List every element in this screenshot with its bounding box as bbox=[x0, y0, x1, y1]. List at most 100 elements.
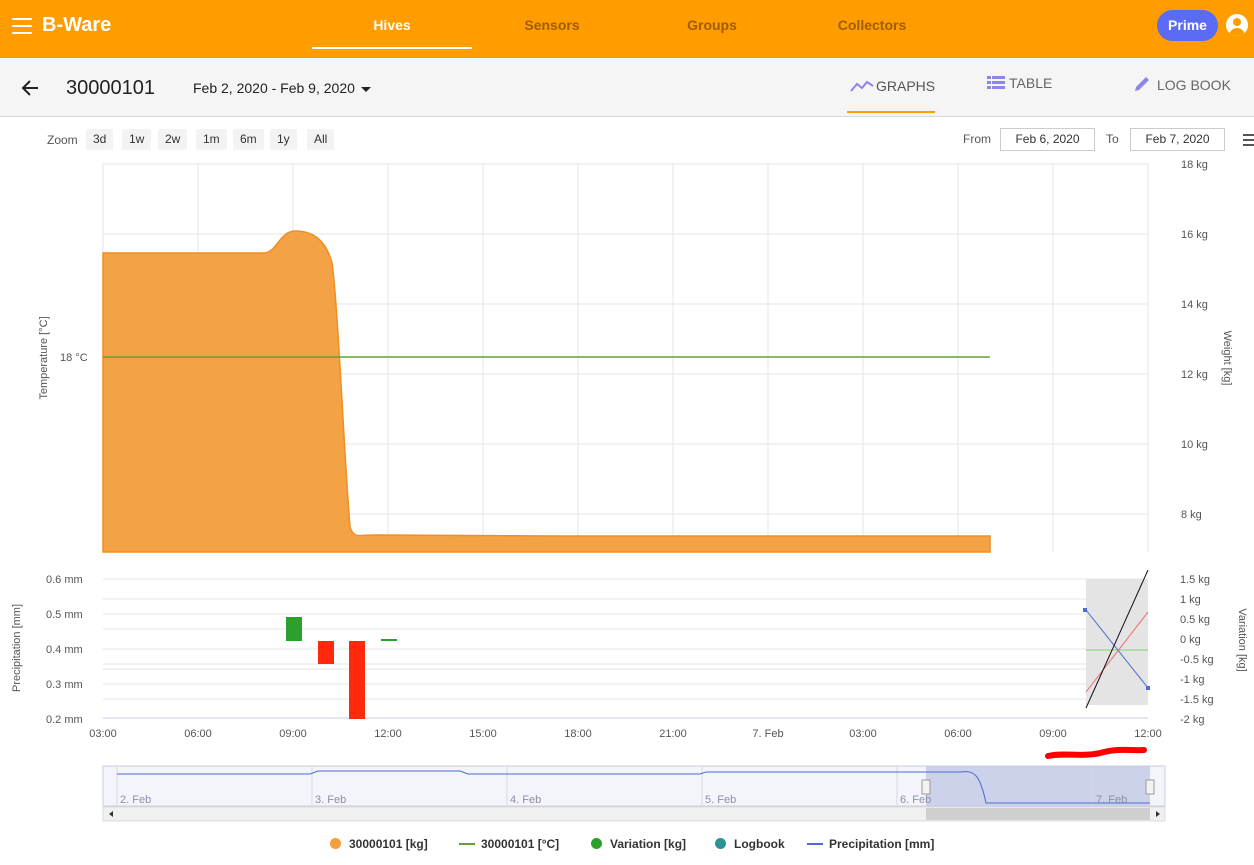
zoom-1w-button[interactable]: 1w bbox=[122, 129, 152, 150]
pencil-icon bbox=[1135, 77, 1149, 91]
legend-item-temperature[interactable]: 30000101 [°C] bbox=[459, 837, 559, 851]
weight-tick-label: 12 kg bbox=[1181, 369, 1208, 381]
menu-icon[interactable] bbox=[12, 18, 32, 34]
zoom-1m-button[interactable]: 1m bbox=[196, 129, 227, 150]
scroll-left-arrow-icon[interactable] bbox=[109, 811, 113, 817]
hive-toolbar: 30000101 Feb 2, 2020 - Feb 9, 2020 GRAPH… bbox=[0, 58, 1254, 117]
nav-tab-collectors[interactable]: Collectors bbox=[837, 17, 907, 33]
x-tick-label: 09:00 bbox=[279, 728, 307, 740]
legend-item-variation[interactable]: Variation [kg] bbox=[591, 837, 686, 851]
variation-tick-label: 1.5 kg bbox=[1180, 574, 1210, 586]
red-annotation-mark bbox=[1045, 746, 1147, 759]
lower-grid bbox=[103, 578, 1148, 700]
tab-graphs[interactable]: GRAPHS bbox=[850, 78, 935, 94]
nav-active-indicator bbox=[312, 47, 472, 49]
weight-tick-label: 8 kg bbox=[1181, 509, 1202, 521]
weight-series-area bbox=[102, 230, 991, 553]
navigator-date-label: 4. Feb bbox=[510, 794, 541, 806]
weight-temperature-chart: 18 °C Temperature [°C] 18 kg 16 kg 14 kg… bbox=[38, 159, 1233, 553]
navigator[interactable]: 2. Feb 3. Feb 4. Feb 5. Feb 6. Feb 7. Fe… bbox=[0, 765, 1254, 825]
zoom-all-button[interactable]: All bbox=[307, 129, 335, 150]
back-arrow-icon[interactable] bbox=[20, 78, 40, 98]
variation-bar bbox=[318, 641, 334, 664]
tab-log-book-label: LOG BOOK bbox=[1157, 77, 1231, 93]
temperature-tick-label: 18 °C bbox=[60, 352, 88, 364]
tab-table-label: TABLE bbox=[1009, 75, 1053, 91]
zoom-1y-button[interactable]: 1y bbox=[270, 129, 297, 150]
legend-dot-icon bbox=[591, 838, 602, 849]
tab-graphs-indicator bbox=[847, 111, 935, 113]
precip-axis-label: Precipitation [mm] bbox=[11, 604, 23, 692]
variation-bar bbox=[286, 617, 302, 641]
nav-tab-sensors[interactable]: Sensors bbox=[524, 17, 580, 33]
zoom-2w-button[interactable]: 2w bbox=[158, 129, 188, 150]
tab-table[interactable]: TABLE bbox=[987, 75, 1052, 91]
precipitation-variation-chart: 0.6 mm 0.5 mm 0.4 mm 0.3 mm 0.2 mm Preci… bbox=[11, 570, 1248, 740]
x-tick-label: 7. Feb bbox=[752, 728, 783, 740]
temperature-axis-label: Temperature [°C] bbox=[38, 316, 50, 399]
prime-button[interactable]: Prime bbox=[1157, 10, 1218, 41]
legend-line-icon bbox=[459, 843, 475, 845]
table-icon bbox=[987, 76, 1005, 89]
x-tick-label: 21:00 bbox=[659, 728, 687, 740]
navigator-selected-range[interactable] bbox=[926, 766, 1150, 806]
zoom-3d-button[interactable]: 3d bbox=[86, 129, 114, 150]
variation-tick-label: 1 kg bbox=[1180, 594, 1201, 606]
x-tick-label: 03:00 bbox=[849, 728, 877, 740]
chart-line-icon bbox=[850, 80, 874, 92]
navigator-date-label: 5. Feb bbox=[705, 794, 736, 806]
precip-tick-label: 0.4 mm bbox=[46, 644, 83, 656]
navigator-scrollbar-thumb[interactable] bbox=[926, 808, 1150, 820]
precip-tick-label: 0.2 mm bbox=[46, 714, 83, 726]
from-label: From bbox=[963, 132, 991, 146]
nav-tab-groups[interactable]: Groups bbox=[687, 17, 737, 33]
x-tick-label: 03:00 bbox=[89, 728, 117, 740]
to-date-input[interactable]: Feb 7, 2020 bbox=[1130, 128, 1225, 151]
legend-item-logbook[interactable]: Logbook bbox=[715, 837, 785, 851]
to-label: To bbox=[1106, 132, 1119, 146]
x-tick-label: 18:00 bbox=[564, 728, 592, 740]
x-tick-label: 12:00 bbox=[374, 728, 402, 740]
variation-tick-label: -2 kg bbox=[1180, 714, 1204, 726]
tab-log-book[interactable]: LOG BOOK bbox=[1133, 75, 1231, 93]
navigator-scrollbar[interactable] bbox=[102, 806, 1166, 822]
precip-tick-label: 0.6 mm bbox=[46, 574, 83, 586]
variation-tick-label: 0.5 kg bbox=[1180, 614, 1210, 626]
navigator-date-label: 7. Feb bbox=[1096, 794, 1127, 806]
export-menu-icon[interactable] bbox=[1243, 134, 1254, 146]
variation-axis-label: Variation [kg] bbox=[1236, 608, 1248, 671]
variation-tick-label: -1 kg bbox=[1180, 674, 1204, 686]
navigator-right-handle[interactable] bbox=[1145, 779, 1155, 795]
account-icon[interactable] bbox=[1226, 14, 1248, 36]
legend-dot-icon bbox=[330, 838, 341, 849]
x-tick-label: 06:00 bbox=[944, 728, 972, 740]
legend-line-icon bbox=[807, 843, 823, 845]
x-tick-label: 15:00 bbox=[469, 728, 497, 740]
variation-tick-label: -1.5 kg bbox=[1180, 694, 1214, 706]
legend-item-precipitation[interactable]: Precipitation [mm] bbox=[807, 837, 934, 851]
nav-tab-hives[interactable]: Hives bbox=[373, 17, 411, 33]
chevron-down-icon[interactable] bbox=[361, 87, 371, 92]
legend-dot-icon bbox=[715, 838, 726, 849]
precip-tick-label: 0.3 mm bbox=[46, 679, 83, 691]
hive-id-title: 30000101 bbox=[66, 77, 155, 99]
weight-axis-label: Weight [kg] bbox=[1221, 331, 1233, 386]
navigator-date-label: 6. Feb bbox=[900, 794, 931, 806]
navigator-left-handle[interactable] bbox=[921, 779, 931, 795]
scroll-right-arrow-icon[interactable] bbox=[1156, 811, 1160, 817]
weight-tick-label: 14 kg bbox=[1181, 299, 1208, 311]
navigator-series-line bbox=[117, 770, 1150, 804]
variation-bar bbox=[349, 641, 365, 719]
zoom-6m-button[interactable]: 6m bbox=[233, 129, 264, 150]
zoom-label: Zoom bbox=[47, 133, 78, 147]
date-range-select[interactable]: Feb 2, 2020 - Feb 9, 2020 bbox=[193, 80, 355, 96]
x-tick-label: 12:00 bbox=[1134, 728, 1162, 740]
precip-tick-label: 0.5 mm bbox=[46, 609, 83, 621]
variation-bar bbox=[381, 639, 397, 641]
variation-tick-label: 0 kg bbox=[1180, 634, 1201, 646]
from-date-input[interactable]: Feb 6, 2020 bbox=[1000, 128, 1095, 151]
legend-item-weight[interactable]: 30000101 [kg] bbox=[330, 837, 428, 851]
navigator-date-label: 2. Feb bbox=[120, 794, 151, 806]
variation-mini-lines bbox=[1083, 570, 1150, 709]
app-title[interactable]: B-Ware bbox=[42, 14, 112, 36]
